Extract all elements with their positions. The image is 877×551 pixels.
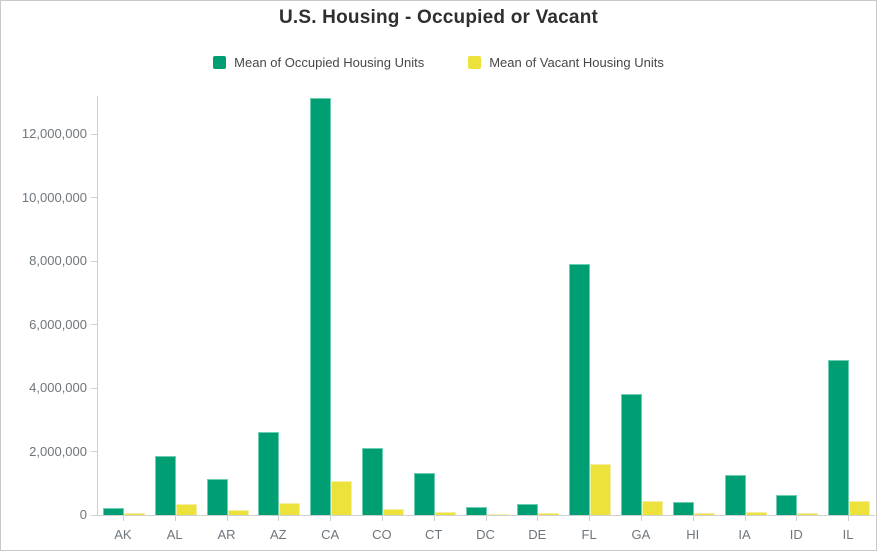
x-axis-label-IA: IA xyxy=(738,527,751,542)
bar-occupied-IA[interactable] xyxy=(724,475,746,515)
bar-occupied-ID[interactable] xyxy=(776,495,798,515)
bar-occupied-FL[interactable] xyxy=(569,264,591,515)
x-axis-label-DC: DC xyxy=(476,527,495,542)
y-axis-tick xyxy=(91,197,97,199)
bar-vacant-AZ[interactable] xyxy=(279,503,301,515)
x-axis-label-IL: IL xyxy=(842,527,854,542)
legend-item-occupied[interactable]: Mean of Occupied Housing Units xyxy=(213,55,424,70)
y-axis-tick-label: 8,000,000 xyxy=(29,253,87,269)
bar-occupied-AR[interactable] xyxy=(206,479,228,515)
bar-vacant-CT[interactable] xyxy=(434,512,456,515)
x-axis-tick xyxy=(278,516,280,521)
x-axis-label-GA: GA xyxy=(631,527,651,542)
legend-swatch-occupied-icon xyxy=(213,56,227,69)
x-axis-tick xyxy=(744,516,746,521)
legend-item-vacant[interactable]: Mean of Vacant Housing Units xyxy=(468,55,664,70)
plot-area xyxy=(97,96,875,516)
bar-vacant-AL[interactable] xyxy=(175,504,197,515)
bar-vacant-IL[interactable] xyxy=(849,501,871,515)
bar-occupied-CO[interactable] xyxy=(361,448,383,515)
y-axis-tick xyxy=(91,133,97,135)
y-axis-tick-label: 10,000,000 xyxy=(21,189,87,205)
y-axis-tick xyxy=(91,324,97,326)
bar-vacant-AR[interactable] xyxy=(227,510,249,515)
bar-vacant-DE[interactable] xyxy=(538,513,560,515)
bar-vacant-FL[interactable] xyxy=(590,464,612,515)
x-axis-tick xyxy=(485,516,487,521)
bar-occupied-GA[interactable] xyxy=(620,394,642,515)
bar-occupied-IL[interactable] xyxy=(828,360,850,515)
x-axis-tick xyxy=(796,516,798,521)
y-axis-tick xyxy=(91,451,97,452)
y-axis-tick-label: 2,000,000 xyxy=(29,443,87,459)
bar-vacant-GA[interactable] xyxy=(641,501,663,515)
legend: Mean of Occupied Housing Units Mean of V… xyxy=(1,55,876,70)
bar-occupied-DC[interactable] xyxy=(465,507,487,515)
bar-vacant-ID[interactable] xyxy=(797,513,819,515)
x-axis-label-HI: HI xyxy=(686,527,700,542)
bar-vacant-HI[interactable] xyxy=(693,513,715,515)
x-axis-tick xyxy=(226,516,228,521)
y-axis-tick-label: 4,000,000 xyxy=(29,380,87,396)
bar-occupied-HI[interactable] xyxy=(672,502,694,515)
chart-title: U.S. Housing - Occupied or Vacant xyxy=(278,7,599,28)
x-axis-tick xyxy=(537,516,539,521)
bar-vacant-DC[interactable] xyxy=(486,514,508,515)
bar-vacant-CA[interactable] xyxy=(331,481,353,515)
x-axis-label-AK: AK xyxy=(114,527,132,542)
bar-occupied-CT[interactable] xyxy=(413,473,435,515)
x-axis-label-CA: CA xyxy=(321,527,340,542)
y-axis-tick-label: 12,000,000 xyxy=(21,126,87,142)
legend-swatch-vacant-icon xyxy=(468,56,482,69)
x-axis-label-AL: AL xyxy=(166,527,183,542)
legend-label-occupied: Mean of Occupied Housing Units xyxy=(234,55,425,70)
bar-occupied-AL[interactable] xyxy=(154,456,176,515)
x-axis-label-DE: DE xyxy=(528,527,547,542)
x-axis-tick xyxy=(330,516,332,521)
bar-occupied-AK[interactable] xyxy=(102,508,124,515)
y-axis-tick xyxy=(91,514,97,516)
bar-vacant-CO[interactable] xyxy=(382,509,404,515)
y-axis-tick-label: 6,000,000 xyxy=(29,316,87,332)
y-axis-tick xyxy=(91,260,97,262)
x-axis-tick xyxy=(848,516,850,521)
x-axis-label-AZ: AZ xyxy=(269,527,287,542)
x-axis-tick xyxy=(589,516,591,521)
x-axis-tick xyxy=(692,516,694,521)
x-axis-tick xyxy=(433,516,435,521)
x-axis-tick xyxy=(381,516,383,521)
y-axis-tick xyxy=(91,387,97,389)
bar-occupied-CA[interactable] xyxy=(310,98,332,515)
x-axis-label-AR: AR xyxy=(217,527,236,542)
x-axis-tick xyxy=(640,516,642,521)
x-axis-tick xyxy=(174,516,176,521)
x-axis-label-CO: CO xyxy=(372,527,392,542)
legend-label-vacant: Mean of Vacant Housing Units xyxy=(489,55,664,70)
bar-occupied-DE[interactable] xyxy=(517,504,539,515)
bar-occupied-AZ[interactable] xyxy=(258,432,280,515)
bar-vacant-AK[interactable] xyxy=(123,513,145,515)
bar-vacant-IA[interactable] xyxy=(745,512,767,515)
x-axis-label-ID: ID xyxy=(789,527,803,542)
x-axis-label-CT: CT xyxy=(425,527,443,542)
x-axis-tick xyxy=(122,516,124,521)
y-axis-tick-label: 0 xyxy=(79,507,87,522)
x-axis-label-FL: FL xyxy=(581,527,597,542)
